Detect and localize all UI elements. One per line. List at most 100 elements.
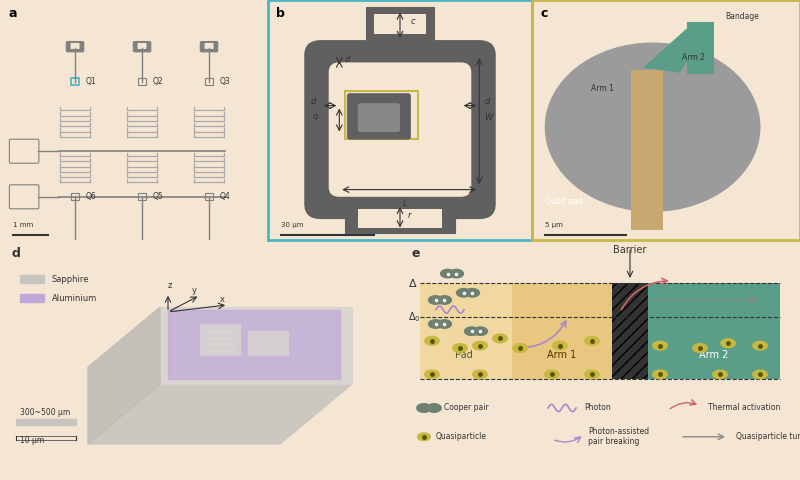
FancyBboxPatch shape xyxy=(420,283,512,379)
Polygon shape xyxy=(88,307,160,444)
Polygon shape xyxy=(88,384,352,444)
Text: d: d xyxy=(12,247,21,260)
Text: Q2: Q2 xyxy=(153,77,163,86)
Text: Aluminium: Aluminium xyxy=(52,294,98,303)
FancyBboxPatch shape xyxy=(358,103,400,132)
Text: Arm 1: Arm 1 xyxy=(591,84,614,93)
Circle shape xyxy=(465,327,478,336)
FancyBboxPatch shape xyxy=(648,283,780,379)
Text: x: x xyxy=(220,295,225,304)
Circle shape xyxy=(427,404,442,412)
Circle shape xyxy=(473,370,487,379)
Text: y: y xyxy=(192,286,197,295)
Circle shape xyxy=(545,370,559,379)
Text: d: d xyxy=(485,97,490,107)
Text: c: c xyxy=(540,7,547,20)
Text: Q3: Q3 xyxy=(220,77,230,86)
Text: q: q xyxy=(313,112,318,121)
Text: b: b xyxy=(276,7,285,20)
Text: d: d xyxy=(310,97,315,107)
Circle shape xyxy=(693,344,707,352)
Text: Barrier: Barrier xyxy=(614,245,646,255)
Text: Cooper pair: Cooper pair xyxy=(444,404,489,412)
Circle shape xyxy=(653,341,667,350)
Text: Quasiparticle tunneling: Quasiparticle tunneling xyxy=(736,432,800,441)
FancyBboxPatch shape xyxy=(205,43,214,49)
Circle shape xyxy=(441,269,454,278)
FancyBboxPatch shape xyxy=(374,14,426,34)
Circle shape xyxy=(429,320,442,328)
Circle shape xyxy=(425,370,439,379)
Bar xyxy=(20,294,44,302)
Circle shape xyxy=(753,370,767,379)
FancyBboxPatch shape xyxy=(138,302,146,308)
Text: Pad: Pad xyxy=(455,350,473,360)
Circle shape xyxy=(429,296,442,304)
Text: Sapphire: Sapphire xyxy=(52,275,90,284)
Circle shape xyxy=(450,269,463,278)
Text: Qubit pad: Qubit pad xyxy=(546,197,583,206)
Bar xyxy=(138,78,146,85)
Bar xyxy=(206,193,213,200)
Circle shape xyxy=(721,339,735,348)
Text: Q6: Q6 xyxy=(86,192,97,201)
FancyBboxPatch shape xyxy=(358,209,442,228)
Text: z: z xyxy=(168,281,172,290)
Bar xyxy=(16,436,76,439)
Text: Bandage: Bandage xyxy=(725,12,759,21)
Circle shape xyxy=(457,288,470,297)
FancyBboxPatch shape xyxy=(205,302,214,308)
Text: r: r xyxy=(408,211,411,220)
FancyBboxPatch shape xyxy=(612,283,648,379)
Circle shape xyxy=(513,344,527,352)
Text: 300~500 μm: 300~500 μm xyxy=(20,408,70,417)
FancyBboxPatch shape xyxy=(329,62,471,197)
Text: $\Delta$: $\Delta$ xyxy=(408,277,418,289)
Text: 5 μm: 5 μm xyxy=(546,222,563,228)
Circle shape xyxy=(417,404,431,412)
Text: Arm 2: Arm 2 xyxy=(699,350,729,360)
FancyBboxPatch shape xyxy=(366,7,434,41)
Text: L: L xyxy=(402,199,407,208)
Polygon shape xyxy=(160,307,352,384)
Circle shape xyxy=(553,341,567,350)
Circle shape xyxy=(585,370,599,379)
Text: Quasiparticle: Quasiparticle xyxy=(436,432,487,441)
Polygon shape xyxy=(168,310,340,379)
FancyBboxPatch shape xyxy=(305,41,495,218)
Bar xyxy=(138,193,146,200)
Bar xyxy=(206,78,213,85)
Text: Arm 1: Arm 1 xyxy=(547,350,577,360)
Text: 30 μm: 30 μm xyxy=(282,222,304,228)
Circle shape xyxy=(653,370,667,379)
Polygon shape xyxy=(645,24,706,72)
Circle shape xyxy=(453,344,467,352)
FancyBboxPatch shape xyxy=(512,283,612,379)
Bar xyxy=(71,78,78,85)
Text: 10 μm: 10 μm xyxy=(20,436,44,445)
Ellipse shape xyxy=(546,43,760,211)
FancyBboxPatch shape xyxy=(347,94,410,139)
Circle shape xyxy=(438,296,451,304)
Text: c: c xyxy=(410,17,415,26)
Circle shape xyxy=(713,370,727,379)
FancyBboxPatch shape xyxy=(70,302,79,308)
Text: Photon-assisted
pair breaking: Photon-assisted pair breaking xyxy=(588,427,649,446)
Circle shape xyxy=(418,433,430,441)
FancyBboxPatch shape xyxy=(134,300,150,311)
Circle shape xyxy=(466,288,479,297)
Text: d: d xyxy=(345,55,350,64)
Circle shape xyxy=(585,336,599,345)
Text: Thermal activation: Thermal activation xyxy=(708,404,780,412)
Text: W: W xyxy=(485,113,493,122)
Text: a: a xyxy=(8,7,17,20)
Circle shape xyxy=(753,341,767,350)
Polygon shape xyxy=(200,324,240,355)
FancyBboxPatch shape xyxy=(200,300,218,311)
Circle shape xyxy=(425,336,439,345)
Polygon shape xyxy=(248,331,288,355)
Circle shape xyxy=(438,320,451,328)
Text: Photon: Photon xyxy=(584,404,610,412)
Text: Q1: Q1 xyxy=(86,77,96,86)
FancyBboxPatch shape xyxy=(345,199,455,233)
